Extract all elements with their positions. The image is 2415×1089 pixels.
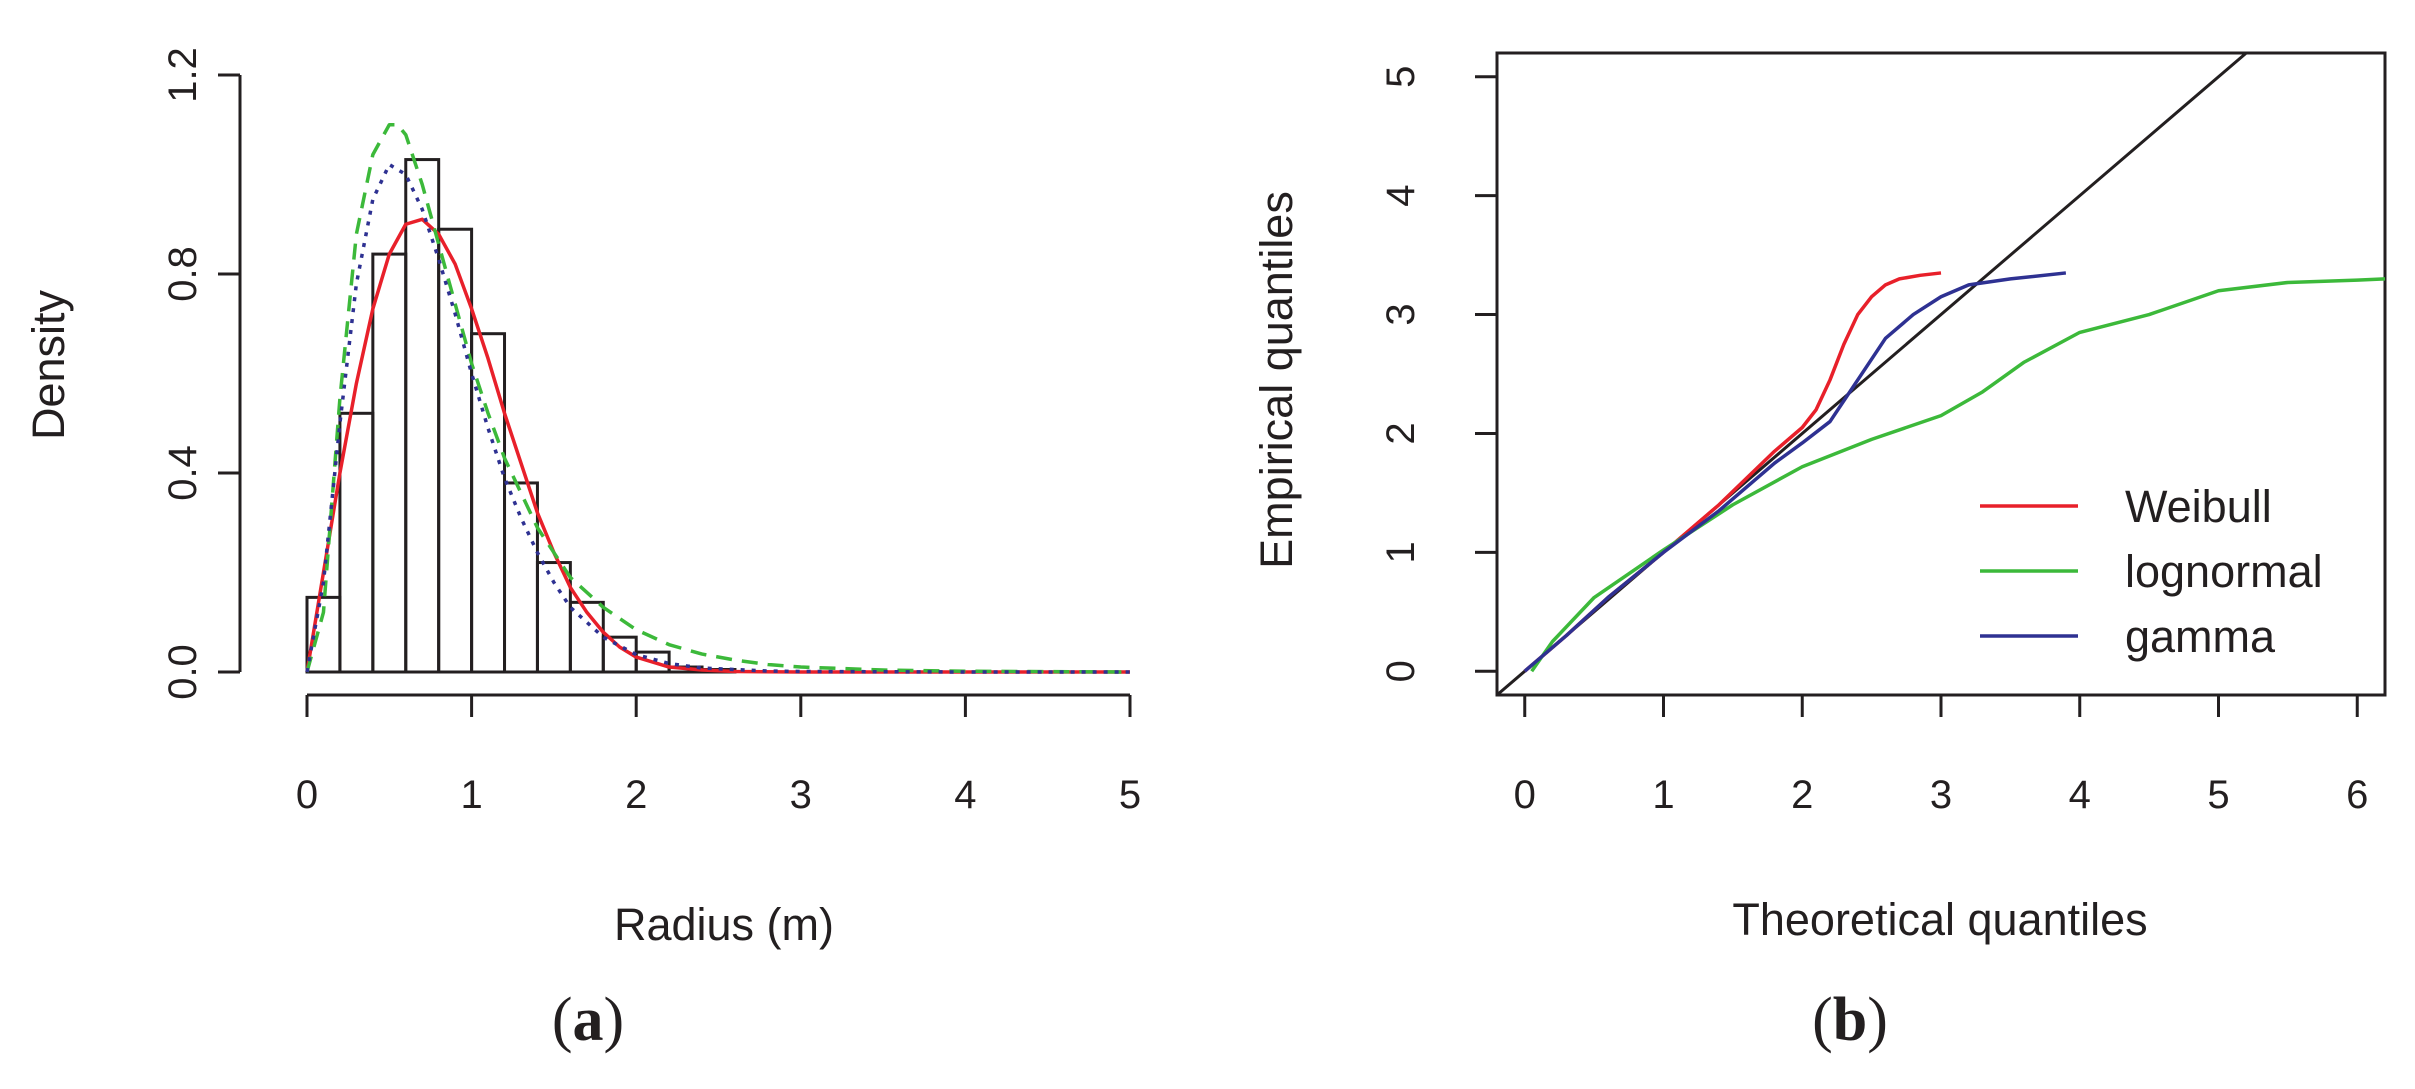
histogram-x-axis-title: Radius (m) [614,899,834,950]
histogram-x-tick-label: 3 [790,773,812,817]
histogram-bar [470,332,507,674]
qq-x-tick-label: 2 [1791,773,1813,817]
qq-y-tick-label: 1 [1379,541,1423,563]
histogram-y-tick-label: 0.0 [161,644,205,700]
qq-y-tick-label: 4 [1379,185,1423,207]
histogram-x-tick-labels: 0 1 2 3 4 5 [296,773,1141,817]
histogram-x-tick-label: 5 [1119,773,1141,817]
qq-lines [1497,53,2385,695]
qq-x-axis-title: Theoretical quantiles [1732,894,2147,945]
qq-series-weibull [1523,271,1942,673]
histogram-panel: 0 1 2 3 4 5 0.0 0.4 0.8 1.2 Radius (m) Density (… [23,47,1141,1054]
histogram-bar [634,650,671,674]
histogram-axes [218,73,1132,717]
qq-y-tick-labels: 0 1 2 3 4 5 [1379,66,1423,683]
panel-a-label: (a) [552,986,624,1054]
legend-label-lognormal: lognormal [2125,546,2323,597]
qq-x-tick-label: 4 [2069,773,2091,817]
qq-x-tick-labels: 0 1 2 3 4 5 6 [1514,773,2369,817]
qq-x-tick-label: 5 [2207,773,2229,817]
qq-plot-panel: 0 1 2 3 4 5 6 0 1 2 3 4 5 Weibull lognormal gamma The… [1251,51,2387,1054]
histogram-bar [371,252,408,674]
density-curve-weibull [305,217,1130,674]
density-curve-gamma [305,162,1130,674]
density-curve-lognormal [305,123,1131,674]
qq-x-tick-label: 6 [2346,773,2368,817]
qq-y-tick-label: 5 [1379,66,1423,88]
panel-b-label: (b) [1812,986,1888,1054]
qq-y-tick-label: 3 [1379,303,1423,325]
qq-y-tick-label: 0 [1379,660,1423,682]
qq-plot-box [1495,51,2387,697]
fitted-density-curves [305,123,1131,674]
histogram-y-axis-title: Density [23,289,74,440]
qq-series-gamma [1523,271,2067,673]
histogram-x-tick-label: 2 [625,773,647,817]
qq-legend: Weibull lognormal gamma [1980,481,2323,662]
qq-axes [1475,75,2359,717]
histogram-y-tick-label: 0.8 [161,246,205,302]
qq-x-tick-label: 1 [1652,773,1674,817]
qq-clipped-lines [1497,53,2385,695]
histogram-x-tick-label: 0 [296,773,318,817]
histogram-bars [305,158,737,674]
histogram-x-tick-label: 4 [954,773,976,817]
legend-label-weibull: Weibull [2125,481,2272,532]
histogram-bar [404,158,441,674]
histogram-y-tick-label: 0.4 [161,445,205,501]
qq-x-tick-label: 0 [1514,773,1536,817]
histogram-y-tick-labels: 0.0 0.4 0.8 1.2 [161,47,205,700]
qq-y-axis-title: Empirical quantiles [1251,191,1302,569]
qq-y-tick-label: 2 [1379,422,1423,444]
qq-x-tick-label: 3 [1930,773,1952,817]
qq-series-lognormal [1530,277,2385,673]
histogram-bar [503,481,539,674]
legend-label-gamma: gamma [2125,611,2276,662]
histogram-y-tick-label: 1.2 [161,47,205,103]
histogram-x-tick-label: 1 [460,773,482,817]
